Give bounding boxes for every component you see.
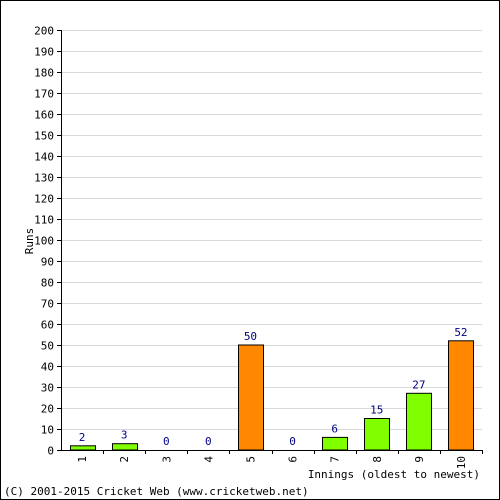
bars — [70, 340, 474, 451]
y-tick-label: 150 — [34, 130, 54, 143]
x-tick-label: 8 — [371, 456, 384, 463]
y-tick-label: 10 — [41, 424, 54, 437]
x-tick-label: 5 — [244, 456, 257, 463]
y-tick-label: 160 — [34, 109, 54, 122]
bar — [364, 418, 390, 451]
data-label: 3 — [121, 429, 128, 442]
bar — [448, 340, 474, 451]
y-tick-label: 180 — [34, 67, 54, 80]
x-tick-label: 2 — [118, 456, 131, 463]
bar — [238, 344, 264, 451]
y-tick-label: 120 — [34, 193, 54, 206]
y-tick-label: 140 — [34, 151, 54, 164]
y-axis-title: Runs — [23, 228, 36, 255]
bar — [406, 392, 432, 451]
y-tick-label: 0 — [47, 445, 54, 458]
x-tick-label: 3 — [160, 456, 173, 463]
y-tick-label: 60 — [41, 319, 54, 332]
data-label: 52 — [454, 326, 467, 339]
y-tick-label: 50 — [41, 340, 54, 353]
data-label: 6 — [331, 422, 338, 435]
x-tick-label: 10 — [455, 456, 468, 469]
x-tick-label: 9 — [413, 456, 426, 463]
x-tick-label: 7 — [329, 456, 342, 463]
data-labels: 2 3 0 0 50 0 6 15 27 52 — [79, 326, 468, 448]
axes: 0102030405060708090100110120130140150160… — [34, 25, 483, 469]
data-label: 0 — [163, 435, 170, 448]
footer-credit: (C) 2001-2015 Cricket Web (www.cricketwe… — [4, 485, 309, 498]
x-axis-title: Innings (oldest to newest) — [308, 468, 480, 481]
y-tick-label: 130 — [34, 172, 54, 185]
bar — [322, 436, 348, 451]
y-tick-label: 170 — [34, 88, 54, 101]
x-tick-label: 6 — [287, 456, 300, 463]
gridlines — [61, 30, 482, 450]
bar — [112, 443, 138, 451]
data-label: 15 — [370, 404, 383, 417]
data-label: 0 — [289, 435, 296, 448]
y-tick-label: 100 — [34, 235, 54, 248]
y-tick-label: 40 — [41, 361, 54, 374]
data-label: 2 — [79, 431, 86, 444]
bar — [70, 445, 96, 451]
data-label: 27 — [412, 378, 425, 391]
y-tick-label: 200 — [34, 25, 54, 38]
x-tick-label: 1 — [76, 456, 89, 463]
y-tick-label: 20 — [41, 403, 54, 416]
y-tick-label: 80 — [41, 277, 54, 290]
y-tick-label: 70 — [41, 298, 54, 311]
y-tick-label: 30 — [41, 382, 54, 395]
x-tick-label: 4 — [202, 456, 215, 463]
data-label: 50 — [244, 330, 257, 343]
y-tick-label: 110 — [34, 214, 54, 227]
y-tick-label: 90 — [41, 256, 54, 269]
data-label: 0 — [205, 435, 212, 448]
y-tick-label: 190 — [34, 46, 54, 59]
